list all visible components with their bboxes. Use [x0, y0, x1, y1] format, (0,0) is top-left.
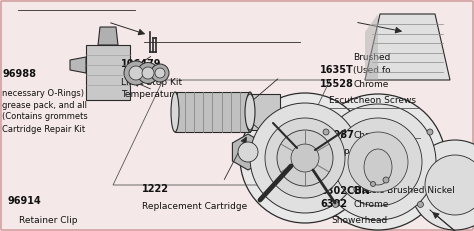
Text: 96914: 96914 — [7, 196, 41, 206]
Polygon shape — [365, 14, 450, 80]
Circle shape — [151, 64, 169, 82]
Circle shape — [291, 144, 319, 172]
Text: grease pack, and all: grease pack, and all — [2, 101, 87, 109]
Circle shape — [240, 93, 370, 223]
Circle shape — [142, 67, 154, 79]
Ellipse shape — [364, 149, 392, 185]
Circle shape — [323, 129, 329, 135]
Text: 106479: 106479 — [121, 58, 161, 69]
Text: Stop Tube Kit: Stop Tube Kit — [329, 147, 389, 156]
Polygon shape — [70, 57, 86, 73]
Bar — [250, 94, 280, 130]
Text: Escutcheon Screws: Escutcheon Screws — [329, 96, 417, 105]
Text: necessary O-Rings): necessary O-Rings) — [2, 89, 84, 98]
Circle shape — [418, 201, 423, 207]
Text: Chrome: Chrome — [353, 80, 389, 89]
Circle shape — [425, 155, 474, 215]
Circle shape — [310, 94, 446, 230]
Ellipse shape — [246, 92, 254, 132]
Text: 6302: 6302 — [320, 199, 347, 210]
Text: Retainer Clip: Retainer Clip — [19, 216, 77, 225]
Circle shape — [238, 142, 258, 162]
Ellipse shape — [171, 92, 179, 132]
Text: Chrome: Chrome — [353, 131, 389, 140]
Text: 15528: 15528 — [320, 79, 354, 89]
Circle shape — [333, 201, 338, 207]
Circle shape — [277, 130, 333, 186]
Text: Classic Brushed Nickel: Classic Brushed Nickel — [353, 186, 455, 195]
Circle shape — [265, 118, 345, 198]
Circle shape — [320, 104, 436, 220]
Text: Showerhead: Showerhead — [332, 216, 388, 225]
Text: Temperature: Temperature — [121, 90, 178, 99]
Ellipse shape — [245, 94, 255, 130]
Circle shape — [427, 129, 433, 135]
Text: 6302CBN: 6302CBN — [320, 185, 370, 196]
Text: Limit Stop Kit: Limit Stop Kit — [121, 78, 182, 86]
Circle shape — [137, 63, 158, 83]
Polygon shape — [232, 134, 264, 170]
Text: 1635T: 1635T — [320, 65, 354, 76]
Circle shape — [124, 61, 148, 85]
Text: Chrome: Chrome — [353, 200, 389, 209]
Polygon shape — [365, 14, 378, 80]
Text: Replacement Cartridge: Replacement Cartridge — [142, 202, 247, 211]
Circle shape — [383, 177, 389, 183]
Circle shape — [334, 118, 422, 206]
Text: 96987: 96987 — [320, 130, 354, 140]
Circle shape — [410, 140, 474, 230]
Circle shape — [155, 68, 165, 78]
Circle shape — [250, 103, 360, 213]
Polygon shape — [98, 27, 118, 45]
Text: (Contains grommets: (Contains grommets — [2, 112, 88, 121]
Circle shape — [348, 132, 408, 192]
Text: 1222: 1222 — [142, 184, 169, 195]
Text: Brushed: Brushed — [353, 53, 391, 62]
Circle shape — [129, 66, 143, 80]
Text: 96988: 96988 — [2, 69, 36, 79]
Text: Cartridge Repair Kit: Cartridge Repair Kit — [2, 125, 85, 134]
Circle shape — [371, 182, 375, 186]
Bar — [86, 45, 130, 100]
Bar — [175, 92, 250, 132]
Text: (Used fo: (Used fo — [353, 66, 391, 75]
